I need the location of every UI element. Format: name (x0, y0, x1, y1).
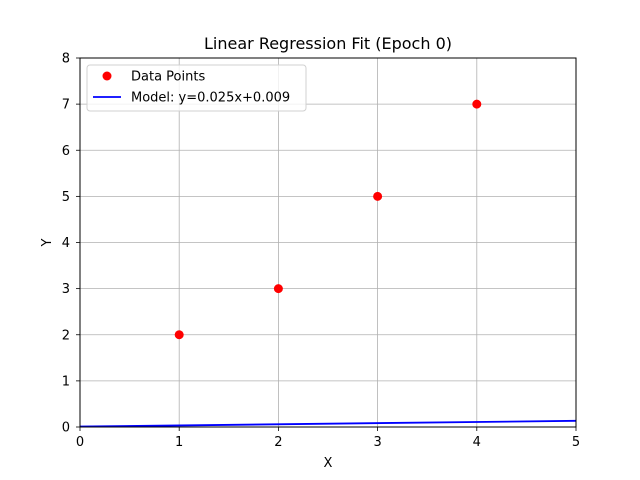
legend-label-data-points: Data Points (131, 70, 205, 85)
data-point-3 (472, 99, 482, 109)
x-tick-label-5: 5 (572, 435, 580, 450)
model-line (79, 419, 577, 428)
data-point-0 (174, 330, 184, 340)
x-tick-label-3: 3 (373, 435, 381, 450)
chart-title: Linear Regression Fit (Epoch 0) (204, 34, 452, 53)
y-tick-label-1: 1 (62, 374, 70, 389)
x-axis-label: X (324, 456, 333, 471)
y-tick-label-6: 6 (62, 144, 70, 159)
data-point-1 (273, 284, 283, 294)
legend-label-model: Model: y=0.025x+0.009 (131, 91, 290, 106)
y-tick-label-4: 4 (62, 236, 70, 251)
y-tick-label-8: 8 (62, 52, 70, 67)
legend: Data Points Model: y=0.025x+0.009 (86, 64, 307, 112)
data-point-2 (373, 191, 383, 201)
x-tick-label-1: 1 (175, 435, 183, 450)
axis-ticks: 0 1 2 3 4 5 0 1 2 3 4 5 6 7 8 (62, 52, 580, 451)
y-tick-label-2: 2 (62, 328, 70, 343)
y-tick-label-0: 0 (62, 421, 70, 436)
y-tick-label-5: 5 (62, 190, 70, 205)
x-tick-label-2: 2 (274, 435, 282, 450)
plot-area (79, 99, 577, 428)
y-tick-label-7: 7 (62, 98, 70, 113)
x-tick-label-0: 0 (76, 435, 84, 450)
y-axis-label: Y (40, 238, 55, 247)
legend-box (86, 64, 307, 112)
x-tick-label-4: 4 (473, 435, 481, 450)
legend-marker-data-points (102, 71, 112, 81)
y-tick-label-3: 3 (62, 282, 70, 297)
